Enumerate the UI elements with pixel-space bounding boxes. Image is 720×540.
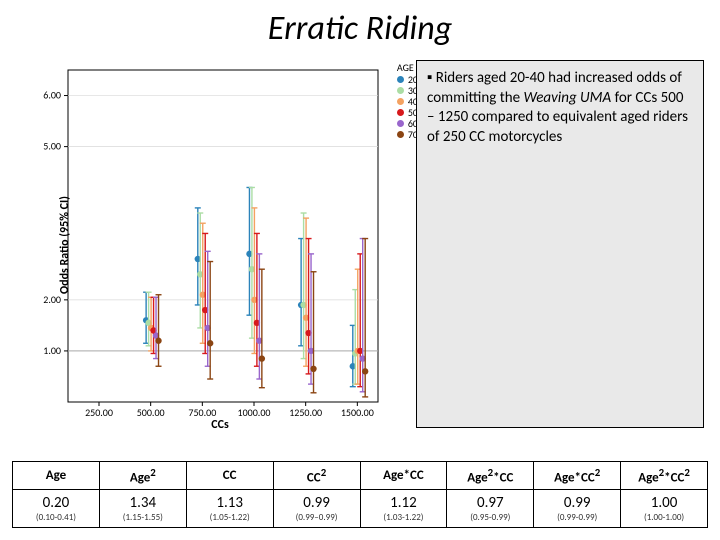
table-header: Age [13,461,100,489]
table-header: Age*CC [360,461,447,489]
table-cell: 0.20(0.10-0.41) [13,490,100,528]
table-header: Age2*CC2 [621,461,708,489]
svg-text:1000.00: 1000.00 [238,406,271,419]
table-header: Age2*CC [447,461,534,489]
svg-text:1.00: 1.00 [43,344,61,357]
y-axis-label: Odds Ratio (95% CI) [58,196,72,294]
table-header: CC [186,461,273,489]
svg-text:2.00: 2.00 [43,293,61,306]
table-cell: 1.00(1.00-1.00) [621,490,708,528]
table-header: CC2 [273,461,360,489]
table-header: Age2 [99,461,186,489]
stats-table: AgeAge2CCCC2Age*CCAge2*CCAge*CC2Age2*CC2… [12,461,708,528]
info-text: Riders aged 20-40 had increased odds of … [427,69,688,146]
slide-title: Erratic Riding [0,8,720,49]
table-cell: 0.99(0.99–0.99) [273,490,360,528]
odds-ratio-chart: 1.002.005.006.00250.00500.00750.001000.0… [20,60,420,430]
table-cell: 0.97(0.95-0.99) [447,490,534,528]
chart-legend: AGE203040506070 [397,62,418,140]
svg-text:1250.00: 1250.00 [289,406,322,419]
table-cell: 1.34(1.15-1.55) [99,490,186,528]
svg-text:6.00: 6.00 [43,89,61,102]
table-header: Age*CC2 [534,461,621,489]
table-cell: 1.12(1.03-1.22) [360,490,447,528]
svg-text:500.00: 500.00 [137,406,165,419]
table-cell: 1.13(1.05-1.22) [186,490,273,528]
table-cell: 0.99(0.99-0.99) [534,490,621,528]
x-axis-label: CCs [211,418,229,432]
info-callout: Riders aged 20-40 had increased odds of … [416,60,704,428]
svg-text:250.00: 250.00 [85,406,113,419]
svg-text:1500.00: 1500.00 [341,406,374,419]
svg-text:5.00: 5.00 [43,140,61,153]
